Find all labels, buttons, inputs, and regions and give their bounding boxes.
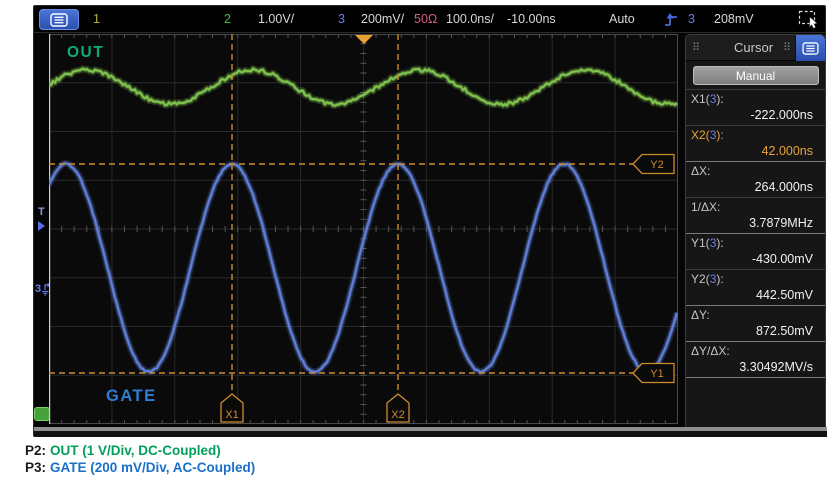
trigger-source[interactable]: 3 <box>688 12 695 26</box>
trigger-level[interactable]: 208mV <box>714 12 754 26</box>
ch3-marker-label: 3 <box>35 282 42 295</box>
hamburger-icon <box>802 41 819 55</box>
cursor-row-y1: Y1(3): -430.00mV <box>686 233 825 269</box>
ac-coupling-ground-icon <box>42 283 52 296</box>
caption-p3: P3: GATE (200 mV/Div, AC-Coupled) <box>25 460 255 477</box>
ch3-number[interactable]: 3 <box>338 12 345 26</box>
caption-p3-text: GATE (200 mV/Div, AC-Coupled) <box>50 459 256 475</box>
cursor-mode-button[interactable]: Manual <box>692 66 819 85</box>
out-waveform-core <box>48 67 678 107</box>
trigger-position-marker <box>355 35 373 44</box>
cursor-row-dy: ΔY: 872.50mV <box>686 305 825 341</box>
cursor-row-value: 3.30492MV/s <box>739 360 813 374</box>
cursor-row-value: 264.000ns <box>754 180 813 194</box>
caption-p3-prefix: P3: <box>25 459 47 475</box>
cursor-row-dx: ΔX: 264.000ns <box>686 161 825 197</box>
caption-p2-text: OUT (1 V/Div, DC-Coupled) <box>50 443 221 458</box>
cursor-x2-flag <box>386 393 410 423</box>
waveform-display[interactable]: X1 X2 Y2 Y1 OUT GATE <box>45 34 681 424</box>
trigger-level-label: T <box>38 206 45 218</box>
trigger-level-marker[interactable] <box>38 221 45 231</box>
cursor-row-label: ΔY/ΔX: <box>691 344 730 358</box>
caption-p2-prefix: P2: <box>25 443 47 458</box>
gate-waveform-core <box>48 162 679 374</box>
figure-captions: P2: OUT (1 V/Div, DC-Coupled) P3: GATE (20… <box>25 443 255 476</box>
cursor-panel-header[interactable]: ⠿ Cursor ⠿ <box>686 35 825 61</box>
ch2-scale[interactable]: 1.00V/ <box>258 12 295 26</box>
trigger-slope-icon <box>665 13 677 26</box>
cursor-row-value: 3.7879MHz <box>749 216 813 230</box>
cursor-row-x1: X1(3): -222.000ns <box>686 89 825 125</box>
cursor-row-label: ΔX: <box>691 164 711 178</box>
cursor-panel-title: Cursor <box>734 40 774 55</box>
cursor-row-value: 442.50mV <box>756 288 813 302</box>
cursor-x2-flag-label: X2 <box>391 409 404 421</box>
trigger-mode[interactable]: Auto <box>609 12 635 26</box>
cursor-y1-flag-label: Y1 <box>650 368 663 380</box>
hamburger-icon <box>50 12 68 27</box>
cursor-row-value: 872.50mV <box>756 324 813 338</box>
cursor-x1-flag-label: X1 <box>225 409 238 421</box>
cursor-readout-list: X1(3): -222.000ns X2(3): 42.000ns ΔX: 264.000… <box>686 89 825 377</box>
cursor-row-x2: X2(3): 42.000ns <box>686 125 825 161</box>
cursor-row-value: -430.00mV <box>751 252 813 266</box>
panel-bottom-divider <box>686 377 825 380</box>
graticule-svg: X1 X2 Y2 Y1 <box>45 34 681 424</box>
cursor-row-label: X1(3): <box>691 92 724 106</box>
cursor-y1-flag <box>632 362 675 384</box>
cursor-row-value: -222.000ns <box>750 108 813 122</box>
main-menu-button[interactable] <box>39 9 79 30</box>
timebase[interactable]: 100.0ns/ <box>446 12 494 26</box>
cursor-row-dy-dx: ΔY/ΔX: 3.30492MV/s <box>686 341 825 377</box>
cursor-row-value: 42.000ns <box>761 144 813 158</box>
oscilloscope-screen: 1 2 1.00V/ 3 200mV/ 50Ω 100.0ns/ -10.00n… <box>33 5 827 437</box>
ch2-reference-badge[interactable] <box>34 407 50 421</box>
gate-waveform-label: GATE <box>106 387 157 405</box>
left-marker-rail: T 3 <box>34 33 52 427</box>
cursor-row-label: X2(3): <box>691 128 724 142</box>
ch3-impedance[interactable]: 50Ω <box>414 12 438 26</box>
cursor-row-label: ΔY: <box>691 308 710 322</box>
ch3-ground-marker[interactable]: 3 <box>35 281 52 296</box>
cursor-y2-flag-label: Y2 <box>650 159 663 171</box>
caption-p2: P2: OUT (1 V/Div, DC-Coupled) <box>25 443 255 460</box>
status-toolbar: 1 2 1.00V/ 3 200mV/ 50Ω 100.0ns/ -10.00n… <box>34 6 825 33</box>
cursor-y2-flag <box>632 153 675 175</box>
scope-bottom-frame <box>34 431 827 437</box>
drag-grip-icon[interactable]: ⠿ <box>692 41 701 54</box>
out-waveform-label: OUT <box>67 44 105 61</box>
cursor-row-label: 1/ΔX: <box>691 200 721 214</box>
cursor-row-label: Y2(3): <box>691 272 724 286</box>
cursor-panel-menu-button[interactable] <box>795 35 825 61</box>
ch3-scale[interactable]: 200mV/ <box>361 12 405 26</box>
ch2-number[interactable]: 2 <box>224 12 231 26</box>
cursor-x1-flag <box>220 393 244 423</box>
trigger-delay[interactable]: -10.00ns <box>507 12 556 26</box>
cursor-row-inv-dx: 1/ΔX: 3.7879MHz <box>686 197 825 233</box>
region-select-icon[interactable] <box>798 10 820 29</box>
drag-grip-icon[interactable]: ⠿ <box>782 41 791 54</box>
cursor-panel: ⠿ Cursor ⠿ Manual X1(3): -222.000ns X2(3):… <box>685 34 826 429</box>
cursor-row-label: Y1(3): <box>691 236 724 250</box>
ch1-number[interactable]: 1 <box>93 12 100 26</box>
scope-bottom-edge <box>34 427 827 431</box>
cursor-row-y2: Y2(3): 442.50mV <box>686 269 825 305</box>
